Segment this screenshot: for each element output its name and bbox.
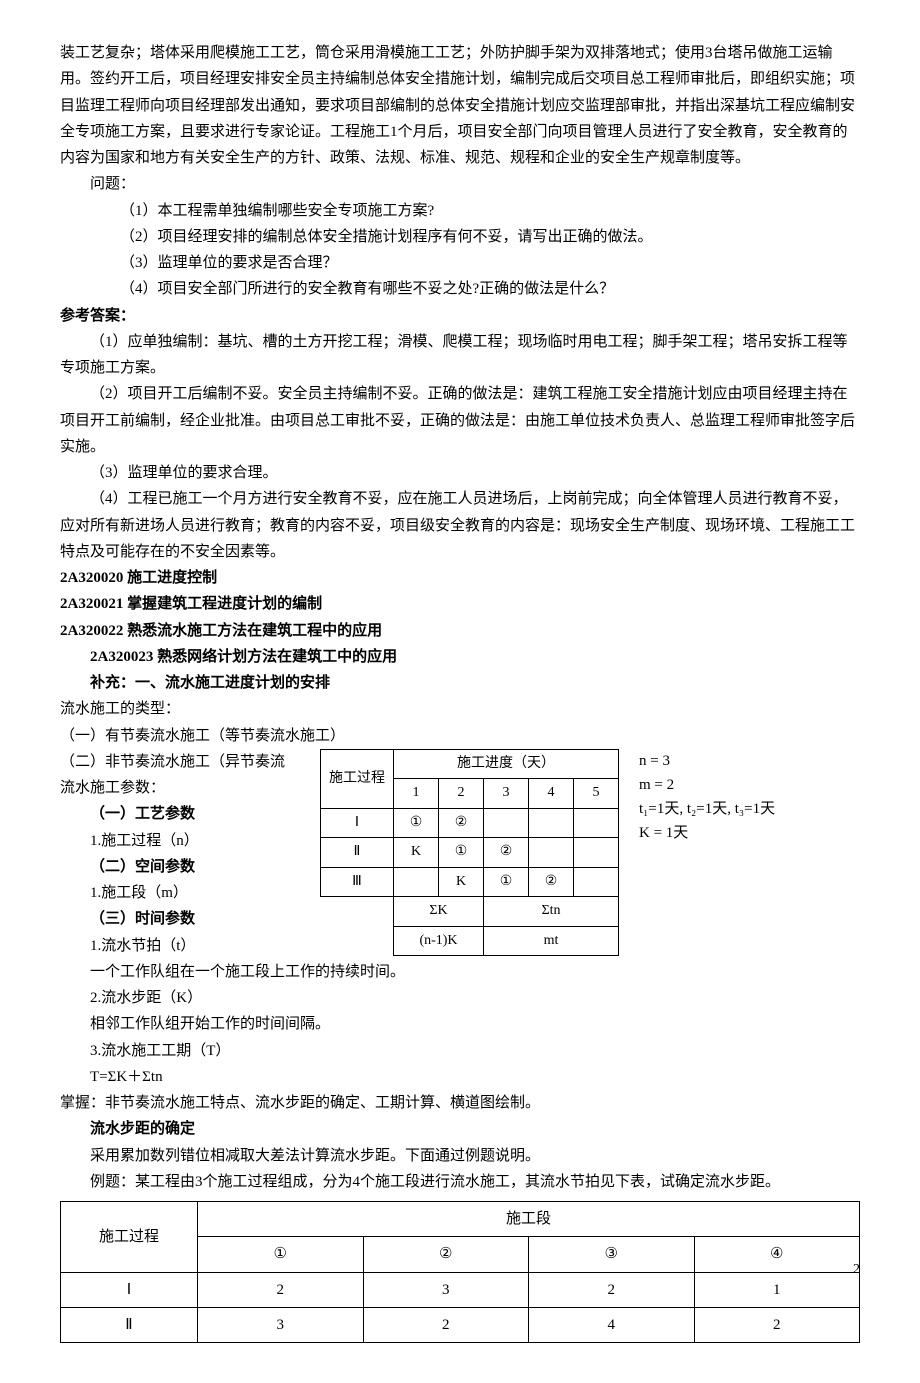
question-4: （4）项目安全部门所进行的安全教育有哪些不妥之处?正确的做法是什么？ <box>60 276 860 302</box>
chart-sum-k: ΣK <box>394 897 484 927</box>
chart-formula-right: mt <box>484 926 619 956</box>
chart-col-3: 3 <box>484 779 529 809</box>
chart-header-proc: 施工过程 <box>321 749 394 808</box>
gantt-chart: 施工过程 施工进度（天） 1 2 3 4 5 Ⅰ ① ② Ⅱ K ① <box>320 749 619 957</box>
chart-cell <box>529 838 574 868</box>
param-3-2: 2.流水步距（K） <box>90 985 860 1011</box>
question-2: （2）项目经理安排的编制总体安全措施计划程序有何不妥，请写出正确的做法。 <box>60 224 860 250</box>
param-group-3: （三）时间参数 <box>90 906 310 932</box>
table-cell: 2 <box>694 1307 860 1342</box>
heading-5: 补充：一、流水施工进度计划的安排 <box>90 670 860 696</box>
table-col-1: ① <box>198 1237 364 1272</box>
table-cell: 3 <box>198 1307 364 1342</box>
chart-cell <box>574 808 619 838</box>
param-1-1: 1.施工过程（n） <box>90 828 310 854</box>
table-cell: 2 <box>363 1307 529 1342</box>
chart-col-4: 4 <box>529 779 574 809</box>
question-header: 问题： <box>60 171 860 197</box>
step-distance-desc: 采用累加数列错位相减取大差法计算流水步距。下面通过例题说明。 <box>90 1143 860 1169</box>
master-points: 掌握：非节奏流水施工特点、流水步距的确定、工期计算、横道图绘制。 <box>60 1090 860 1116</box>
chart-cell: ① <box>484 867 529 897</box>
table-col-4: ④ <box>694 1237 860 1272</box>
answer-2: （2）项目开工后编制不妥。安全员主持编制不妥。正确的做法是：建筑工程施工安全措施… <box>60 381 860 460</box>
chart-cell <box>529 808 574 838</box>
flow-params-label: 流水施工参数： <box>60 775 310 801</box>
param-3-1-desc: 一个工作队组在一个施工段上工作的持续时间。 <box>90 959 860 985</box>
chart-row-3-label: Ⅲ <box>321 867 394 897</box>
param-3-3: 3.流水施工工期（T） <box>90 1038 860 1064</box>
chart-sum-tn: Σtn <box>484 897 619 927</box>
handwritten-notes: n = 3 m = 2 t₁=1天, t₂=1天, t₃=1天 K = 1天 <box>639 749 775 845</box>
intro-paragraph: 装工艺复杂；塔体采用爬模施工工艺，筒仓采用滑模施工工艺；外防护脚手架为双排落地式… <box>60 40 860 171</box>
heading-4: 2A320023 熟悉网络计划方法在建筑工中的应用 <box>90 644 860 670</box>
chart-cell <box>574 867 619 897</box>
hand-note-3: t₁=1天, t₂=1天, t₃=1天 <box>639 797 775 821</box>
table-header-seg: 施工段 <box>198 1202 860 1237</box>
heading-1: 2A320020 施工进度控制 <box>60 565 860 591</box>
param-3-2-desc: 相邻工作队组开始工作的时间间隔。 <box>90 1011 860 1037</box>
chart-cell: ② <box>529 867 574 897</box>
hand-note-4: K = 1天 <box>639 821 775 845</box>
answer-1: （1）应单独编制：基坑、槽的土方开挖工程；滑模、爬模工程；现场临时用电工程；脚手… <box>60 329 860 382</box>
chart-col-2: 2 <box>439 779 484 809</box>
table-col-2: ② <box>363 1237 529 1272</box>
chart-cell <box>394 867 439 897</box>
answer-3: （3）监理单位的要求合理。 <box>60 460 860 486</box>
param-3-1: 1.流水节拍（t） <box>90 933 310 959</box>
chart-cell: K <box>439 867 484 897</box>
chart-col-5: 5 <box>574 779 619 809</box>
flow-types-label: 流水施工的类型： <box>60 696 860 722</box>
answer-header: 参考答案： <box>60 303 860 329</box>
step-distance-heading: 流水步距的确定 <box>90 1116 860 1142</box>
chart-cell: ② <box>484 838 529 868</box>
table-row: Ⅱ 3 2 4 2 <box>61 1307 860 1342</box>
param-group-1: （一）工艺参数 <box>90 801 310 827</box>
params-chart-row: （二）非节奏流水施工（异节奏流 流水施工参数： （一）工艺参数 1.施工过程（n… <box>60 749 860 959</box>
chart-cell: ② <box>439 808 484 838</box>
heading-2: 2A320021 掌握建筑工程进度计划的编制 <box>60 591 860 617</box>
page-number: 2 <box>853 1258 860 1283</box>
heading-3: 2A320022 熟悉流水施工方法在建筑工程中的应用 <box>60 618 860 644</box>
question-1: （1）本工程需单独编制哪些安全专项施工方案? <box>60 198 860 224</box>
chart-row-1-label: Ⅰ <box>321 808 394 838</box>
flow-type-2: （二）非节奏流水施工（异节奏流 <box>60 749 310 775</box>
chart-row-2-label: Ⅱ <box>321 838 394 868</box>
hand-note-2: m = 2 <box>639 773 775 797</box>
question-3: （3）监理单位的要求是否合理？ <box>60 250 860 276</box>
example-text: 例题：某工程由3个施工过程组成，分为4个施工段进行流水施工，其流水节拍见下表，试… <box>90 1169 860 1195</box>
param-3-3-formula: T=ΣK＋Σtn <box>90 1064 860 1090</box>
table-row-2-name: Ⅱ <box>61 1307 198 1342</box>
answer-4: （4）工程已施工一个月方进行安全教育不妥，应在施工人员进场后，上岗前完成；向全体… <box>60 486 860 565</box>
chart-cell <box>574 838 619 868</box>
chart-header-prog: 施工进度（天） <box>394 749 619 779</box>
chart-cell: K <box>394 838 439 868</box>
chart-cell <box>484 808 529 838</box>
table-header-proc: 施工过程 <box>61 1202 198 1273</box>
chart-cell: ① <box>394 808 439 838</box>
flow-type-1: （一）有节奏流水施工（等节奏流水施工） <box>60 723 860 749</box>
chart-formula-left: (n-1)K <box>394 926 484 956</box>
hand-note-1: n = 3 <box>639 749 775 773</box>
chart-col-1: 1 <box>394 779 439 809</box>
table-cell: 4 <box>529 1307 695 1342</box>
example-table: 施工过程 施工段 ① ② ③ ④ Ⅰ 2 3 2 1 Ⅱ 3 2 4 2 <box>60 1201 860 1343</box>
chart-cell: ① <box>439 838 484 868</box>
table-col-3: ③ <box>529 1237 695 1272</box>
param-group-2: （二）空间参数 <box>90 854 310 880</box>
param-2-1: 1.施工段（m） <box>90 880 310 906</box>
